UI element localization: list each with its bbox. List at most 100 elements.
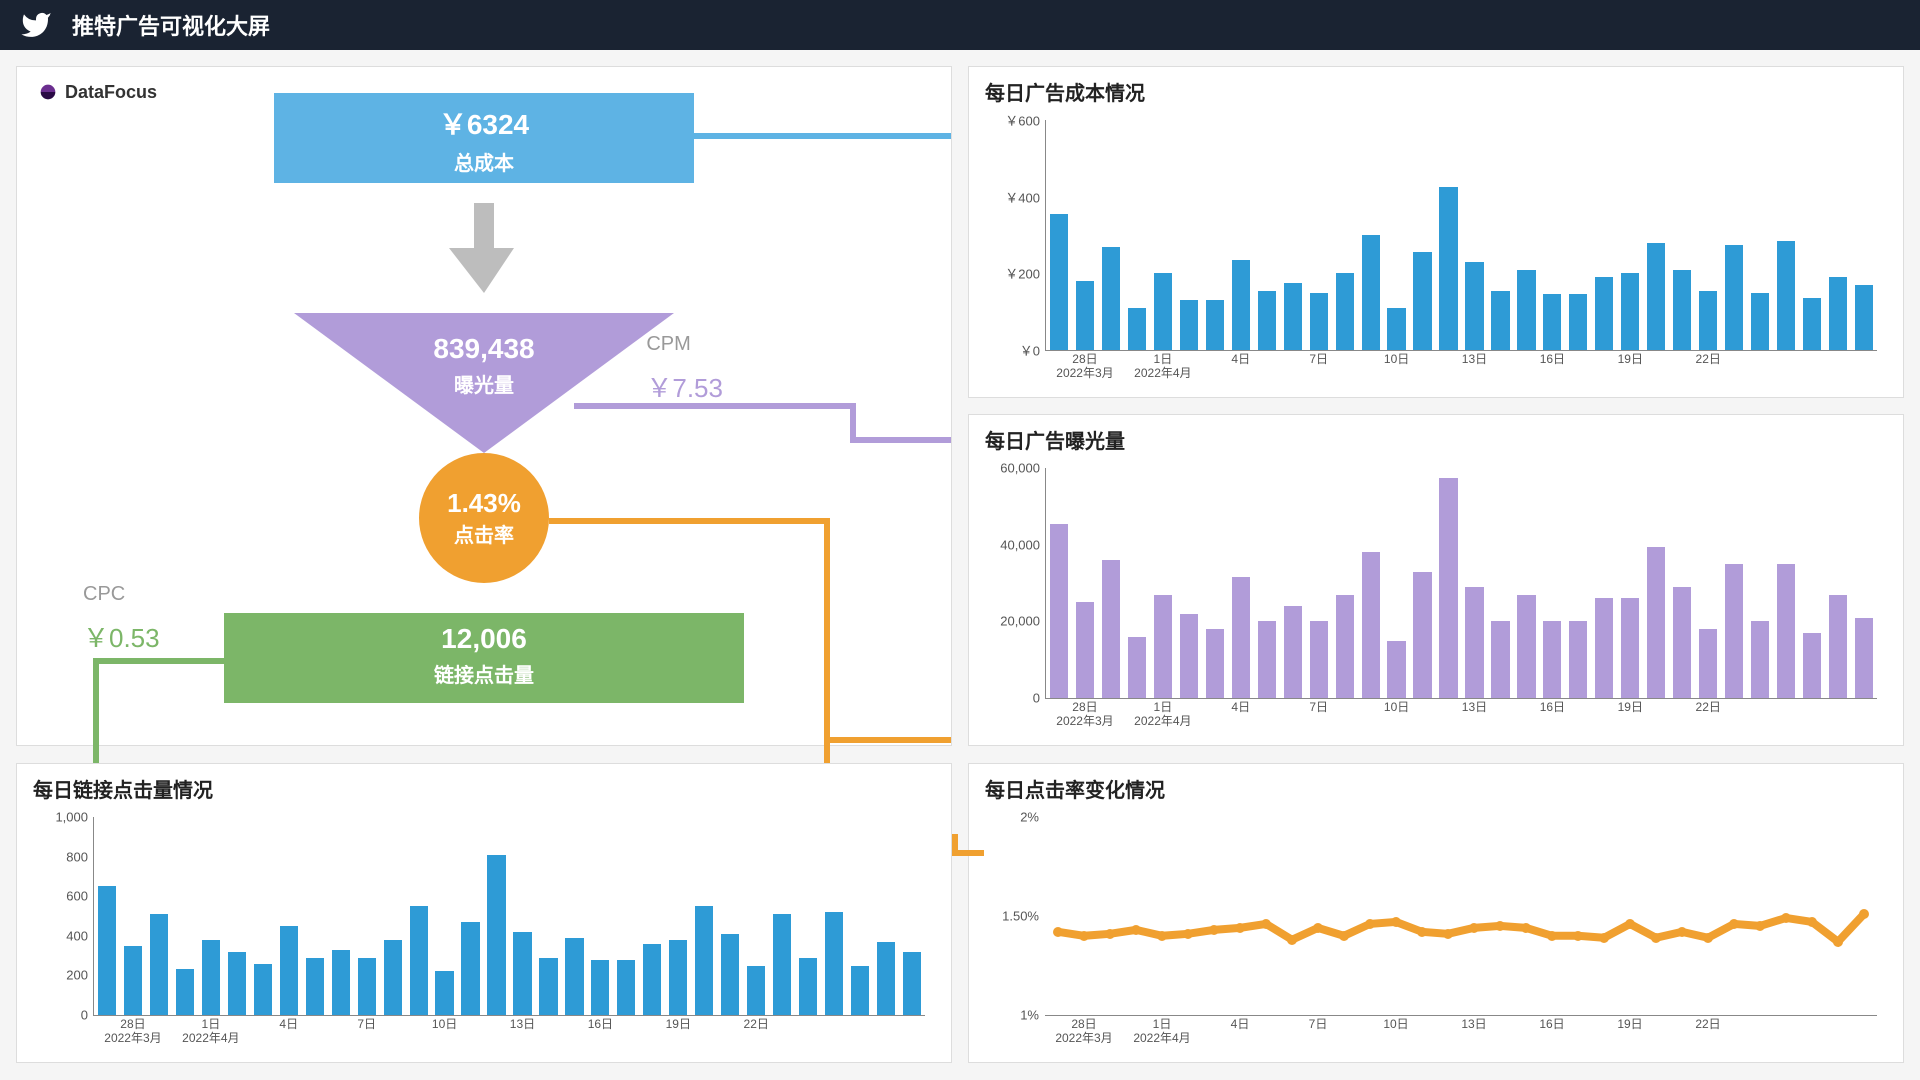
funnel-clicks-box: 12,006 链接点击量 [224,613,744,703]
line-marker [1053,927,1063,937]
bar [1232,260,1250,350]
cpm-label: CPM [646,333,690,356]
y-tick: 20,000 [1000,614,1046,629]
x-tick: 1日2022年4月 [182,1015,239,1046]
bar [1336,595,1354,699]
bar [1102,560,1120,698]
y-tick: ￥600 [1005,111,1046,130]
line-marker [1391,917,1401,927]
bar [773,914,791,1015]
bar [1777,564,1795,698]
line-marker [1131,925,1141,935]
bar [124,946,142,1015]
bar [1829,277,1847,350]
bar [1439,187,1457,350]
bar [1206,629,1224,698]
y-tick: 600 [66,889,94,904]
bar [1855,285,1873,350]
y-tick: 40,000 [1000,537,1046,552]
connector-ctr-v [824,518,830,798]
line-marker [1833,937,1843,947]
bar [384,940,402,1015]
x-tick: 4日 [279,1015,298,1031]
bar [721,934,739,1015]
bar [747,966,765,1016]
bar [435,971,453,1015]
bar [1465,587,1483,698]
bar [1050,214,1068,350]
bar [1673,270,1691,351]
daily-cost-chart: ￥0￥200￥400￥60028日2022年3月1日2022年4月4日7日10日… [1045,120,1877,351]
x-tick: 13日 [1462,698,1487,714]
bar [669,940,687,1015]
bar [1673,587,1691,698]
clicks-label: 链接点击量 [224,659,744,688]
line-marker [1807,917,1817,927]
bar [1595,598,1613,698]
bar [1413,572,1431,699]
bar [1725,245,1743,350]
bar [1387,641,1405,699]
daily-impressions-chart: 020,00040,00060,00028日2022年3月1日2022年4月4日… [1045,468,1877,699]
bar [591,960,609,1015]
bar [1076,281,1094,350]
x-tick: 28日2022年3月 [1056,350,1113,381]
bar [202,940,220,1015]
bar [799,958,817,1015]
bar [1310,293,1328,351]
line-marker [1677,927,1687,937]
line-marker [1521,923,1531,933]
line-marker [1599,933,1609,943]
x-tick: 28日2022年3月 [104,1015,161,1046]
daily-cost-title: 每日广告成本情况 [985,77,1887,106]
bar [851,966,869,1016]
bar [1180,300,1198,350]
line-marker [1651,933,1661,943]
bar [877,942,895,1015]
bar [1647,547,1665,698]
funnel-cost-box: ￥6324 总成本 [274,93,694,183]
impressions-label: 曝光量 [334,369,634,398]
bar [487,855,505,1015]
bar [1829,595,1847,699]
bar [1362,235,1380,350]
dashboard-grid: DataFocus ￥6324 总成本 839,438 曝光量 [0,50,1920,1080]
daily-ctr-panel: 每日点击率变化情况 2%1.50%1%28日2022年3月1日2022年4月4日… [968,763,1904,1063]
line-marker [1209,925,1219,935]
x-tick: 13日 [1461,1015,1486,1031]
x-tick: 1日2022年4月 [1133,1015,1190,1046]
bar [1258,621,1276,698]
bar [1336,273,1354,350]
connector-cost [694,133,951,139]
bar [1206,300,1224,350]
x-tick: 10日 [1384,350,1409,366]
bar [410,906,428,1015]
bar [98,886,116,1015]
line-marker [1469,923,1479,933]
x-tick: 16日 [1540,350,1565,366]
x-tick: 22日 [744,1015,769,1031]
total-cost-label: 总成本 [274,147,694,176]
y-tick: 800 [66,849,94,864]
bar [1439,478,1457,698]
bar [1491,621,1509,698]
bar [1569,294,1587,350]
funnel-impressions-text: 839,438 曝光量 [334,333,634,398]
x-tick: 7日 [1309,350,1328,366]
bar [1699,629,1717,698]
y-tick: ￥400 [1005,187,1046,206]
line-marker [1417,927,1427,937]
clicks-value: 12,006 [224,623,744,655]
line-marker [1859,909,1869,919]
x-tick: 10日 [432,1015,457,1031]
bar [1050,524,1068,698]
funnel-panel: DataFocus ￥6324 总成本 839,438 曝光量 [16,66,952,746]
daily-ctr-title: 每日点击率变化情况 [985,774,1887,803]
bar [1569,621,1587,698]
line-marker [1729,919,1739,929]
ctr-label: 点击率 [454,519,514,548]
bar [1621,273,1639,350]
y-tick: 400 [66,928,94,943]
x-tick: 16日 [588,1015,613,1031]
bar [903,952,921,1015]
